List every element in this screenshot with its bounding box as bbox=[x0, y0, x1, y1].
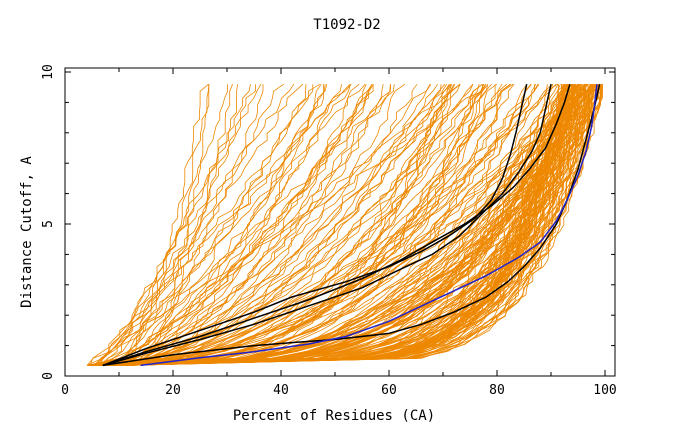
model-curve bbox=[108, 83, 511, 366]
x-tick-label: 0 bbox=[61, 383, 69, 398]
model-curve bbox=[95, 83, 474, 366]
model-curve bbox=[107, 84, 328, 366]
x-tick-labels: 0 20 40 60 80 100 bbox=[61, 383, 617, 398]
model-curve bbox=[119, 84, 314, 366]
model-curve bbox=[115, 84, 210, 366]
model-curve bbox=[98, 84, 262, 366]
x-tick-label: 80 bbox=[489, 383, 505, 398]
model-curve bbox=[117, 83, 446, 366]
model-curve bbox=[125, 84, 566, 366]
model-curve bbox=[119, 84, 326, 366]
model-curve bbox=[123, 83, 584, 366]
model-curve bbox=[95, 83, 486, 366]
model-curve bbox=[117, 83, 553, 366]
y-tick-label: 10 bbox=[41, 64, 56, 80]
y-tick-label: 5 bbox=[41, 220, 56, 228]
model-curve bbox=[111, 83, 450, 366]
model-curve bbox=[100, 84, 578, 366]
model-curve bbox=[96, 83, 406, 366]
model-curve bbox=[107, 83, 568, 366]
model-curve bbox=[129, 84, 233, 366]
reference-curve-4 bbox=[102, 84, 552, 367]
model-curve bbox=[89, 83, 373, 366]
plot-frame bbox=[64, 67, 616, 377]
model-curve bbox=[93, 83, 295, 366]
model-curve bbox=[117, 84, 593, 366]
y-tick-label: 0 bbox=[41, 372, 56, 380]
model-curve bbox=[97, 84, 391, 366]
model-curve bbox=[114, 84, 568, 366]
model-curve bbox=[123, 84, 325, 366]
model-curve bbox=[121, 84, 342, 366]
model-curve bbox=[88, 83, 322, 366]
reference-curve-2 bbox=[102, 83, 571, 367]
model-curve bbox=[106, 84, 455, 366]
model-curve bbox=[109, 83, 597, 366]
model-curve bbox=[122, 84, 585, 366]
model-curve bbox=[99, 83, 587, 366]
model-curve bbox=[98, 84, 593, 366]
model-curve bbox=[122, 83, 209, 366]
x-tick-label: 100 bbox=[593, 383, 616, 398]
reference-curves bbox=[102, 83, 601, 367]
model-curve bbox=[107, 84, 580, 366]
x-tick-label: 20 bbox=[165, 383, 181, 398]
reference-curve-3 bbox=[102, 84, 528, 367]
model-curve bbox=[129, 83, 483, 366]
model-curve bbox=[89, 84, 566, 366]
model-curve bbox=[95, 83, 532, 366]
model-curve bbox=[88, 84, 489, 366]
highlight-curve bbox=[140, 84, 598, 367]
model-curve bbox=[108, 83, 573, 366]
model-curve bbox=[99, 83, 492, 366]
model-curve bbox=[97, 84, 367, 366]
model-curve bbox=[106, 83, 452, 366]
model-curve bbox=[94, 84, 431, 366]
model-curve bbox=[118, 84, 256, 366]
reference-curve-0 bbox=[102, 84, 601, 367]
model-curve bbox=[124, 84, 307, 366]
x-tick-label: 60 bbox=[381, 383, 397, 398]
model-curve bbox=[117, 83, 540, 366]
model-curve bbox=[118, 83, 374, 366]
model-curve bbox=[119, 83, 461, 366]
model-curve bbox=[114, 83, 532, 366]
model-curve bbox=[128, 84, 603, 366]
x-tick-label: 40 bbox=[273, 383, 289, 398]
model-curve bbox=[98, 83, 418, 366]
model-curve bbox=[116, 83, 483, 366]
axis-ticks bbox=[64, 68, 615, 377]
x-axis-label: Percent of Residues (CA) bbox=[233, 408, 435, 424]
model-curve bbox=[92, 84, 594, 366]
model-curve bbox=[131, 83, 569, 366]
model-curve bbox=[128, 84, 484, 366]
model-curve bbox=[88, 83, 588, 366]
model-curve bbox=[98, 84, 251, 366]
model-curve bbox=[86, 84, 229, 366]
model-curve bbox=[117, 83, 503, 366]
model-curves bbox=[86, 83, 603, 366]
model-curve bbox=[121, 84, 575, 366]
model-curve bbox=[107, 84, 589, 366]
y-axis-label: Distance Cutoff, A bbox=[19, 156, 35, 308]
model-curve bbox=[109, 83, 373, 366]
model-curve bbox=[128, 83, 360, 366]
chart-title: T1092-D2 bbox=[313, 17, 380, 33]
plot-area bbox=[86, 83, 603, 367]
model-curve bbox=[105, 83, 603, 366]
model-curve bbox=[106, 83, 528, 366]
y-tick-labels: 0 5 10 bbox=[41, 64, 56, 380]
model-curve bbox=[105, 83, 366, 366]
model-curve bbox=[128, 84, 210, 366]
model-curve bbox=[119, 84, 442, 366]
model-curve bbox=[111, 84, 391, 366]
model-curve bbox=[126, 83, 558, 366]
model-curve bbox=[116, 83, 507, 366]
model-curve bbox=[95, 83, 303, 366]
model-curve bbox=[115, 84, 574, 366]
model-curve bbox=[126, 84, 598, 366]
